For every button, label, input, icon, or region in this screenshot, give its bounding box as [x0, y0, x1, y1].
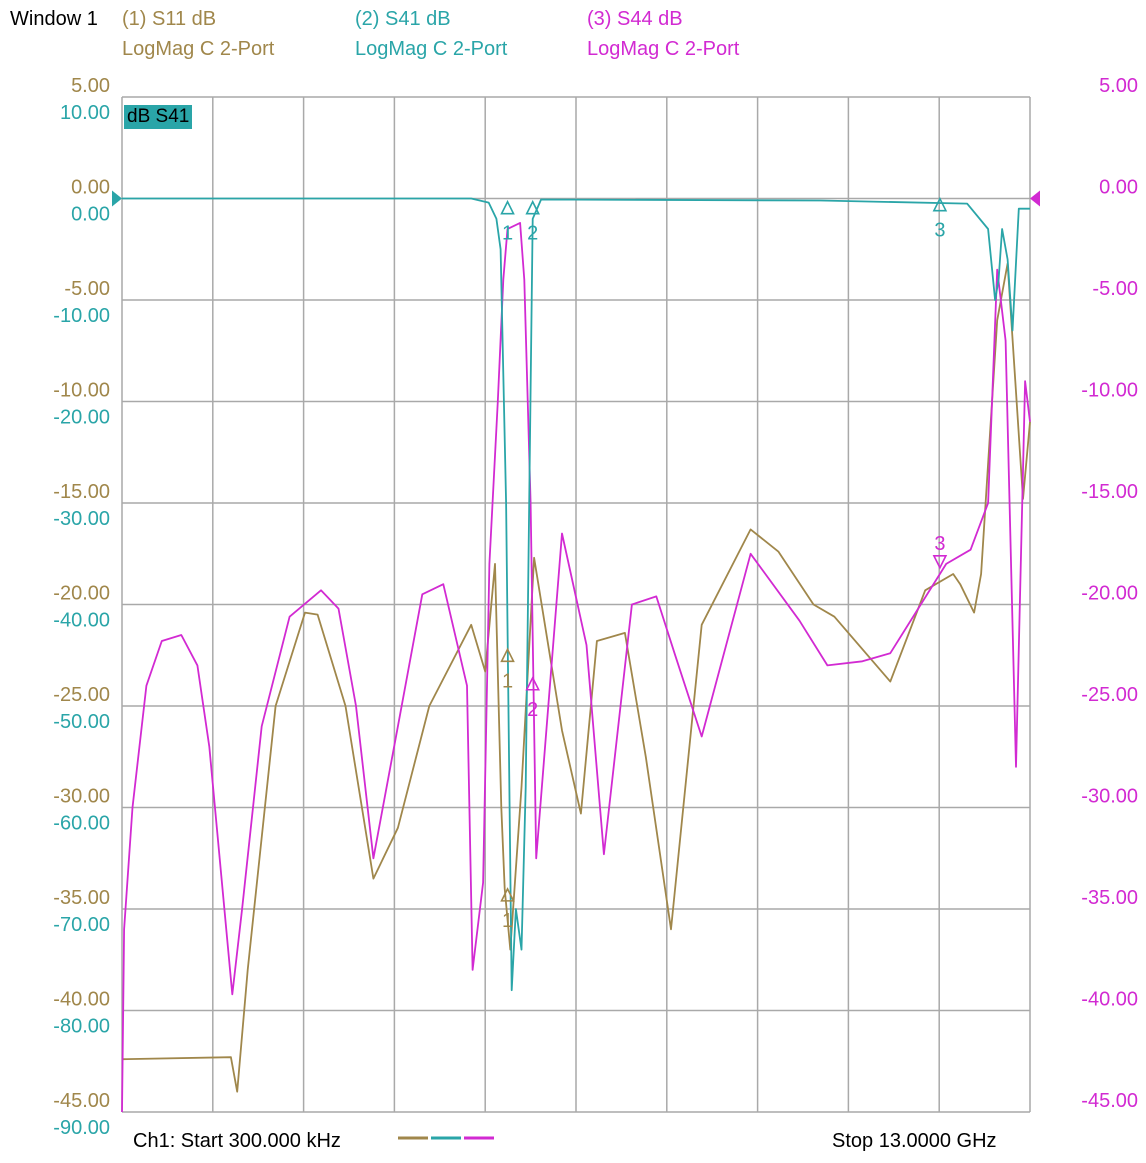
trace-3-label[interactable]: (3) S44 dB [587, 8, 683, 30]
y-tick-label-s11: -15.00 [53, 481, 110, 503]
y-tick-label-s44: -20.00 [1081, 583, 1138, 605]
y-tick-label-s44: -35.00 [1081, 887, 1138, 909]
marker-2-s44[interactable]: 2 [525, 675, 540, 721]
marker-1-s11[interactable]: 1 [500, 887, 515, 932]
marker-1-s11[interactable]: 1 [500, 647, 515, 692]
marker-2-s41[interactable]: 2 [525, 199, 540, 245]
sweep-start-label: Ch1: Start 300.000 kHz [133, 1130, 341, 1152]
y-tick-label-s41: -50.00 [53, 711, 110, 733]
y-tick-label-s41: 10.00 [60, 102, 110, 124]
y-tick-label-s44: -30.00 [1081, 786, 1138, 808]
window-title: Window 1 [10, 8, 98, 30]
marker-3-s44[interactable]: 3 [932, 533, 948, 570]
y-tick-label-s11: -25.00 [53, 684, 110, 706]
y-tick-label-s11: -40.00 [53, 989, 110, 1011]
trace-markers: 111 2 323 [500, 196, 948, 932]
trace-2-label[interactable]: (2) S41 dB [355, 8, 451, 30]
marker-label: 2 [527, 699, 538, 721]
y-tick-label-s41: -20.00 [53, 407, 110, 429]
trace-3-format: LogMag C 2-Port [587, 38, 740, 60]
marker-triangle [932, 196, 948, 212]
marker-triangle [525, 199, 540, 215]
y-tick-label-s41: -10.00 [53, 305, 110, 327]
y-tick-label-s11: -35.00 [53, 887, 110, 909]
trace-s44-line[interactable] [121, 221, 1031, 1113]
marker-label: 3 [934, 220, 945, 242]
y-tick-label-s44: -15.00 [1081, 481, 1138, 503]
trace-2-format: LogMag C 2-Port [355, 38, 508, 60]
marker-1-s41[interactable]: 1 [500, 199, 515, 245]
reference-arrow-right[interactable] [1030, 190, 1040, 207]
y-tick-label-s41: -30.00 [53, 508, 110, 530]
y-tick-label-s44: -25.00 [1081, 684, 1138, 706]
sweep-stop-label: Stop 13.0000 GHz [832, 1130, 997, 1152]
marker-triangle [932, 554, 948, 570]
axis-ticks: 5.00 0.00 -5.00 -10.00 -15.00 -20.00 -25.00 -30… [53, 75, 1138, 1139]
reference-arrow-left[interactable] [112, 190, 122, 207]
marker-triangle [525, 675, 540, 691]
y-tick-label-s41: -60.00 [53, 813, 110, 835]
marker-triangle [500, 647, 515, 663]
marker-label: 1 [502, 910, 513, 932]
active-trace-badge[interactable]: dB S41 [124, 105, 193, 129]
y-tick-label-s11: -5.00 [64, 278, 110, 300]
y-tick-label-s44: 0.00 [1099, 177, 1138, 199]
y-tick-label-s11: -10.00 [53, 380, 110, 402]
y-tick-label-s41: -40.00 [53, 610, 110, 632]
y-tick-label-s41: 0.00 [71, 204, 110, 226]
y-tick-label-s41: -90.00 [53, 1117, 110, 1139]
y-tick-label-s11: 5.00 [71, 75, 110, 97]
y-tick-label-s41: -80.00 [53, 1016, 110, 1038]
y-tick-label-s41: -70.00 [53, 914, 110, 936]
y-tick-label-s11: -20.00 [53, 583, 110, 605]
y-tick-label-s44: -5.00 [1092, 278, 1138, 300]
reference-arrows [112, 190, 1040, 207]
plot-grid [121, 96, 1031, 1113]
trace-1-label[interactable]: (1) S11 dB [122, 8, 217, 30]
marker-triangle [500, 887, 515, 902]
trace-s11-line[interactable] [121, 262, 1031, 1093]
marker-3-s41[interactable]: 3 [932, 196, 948, 242]
marker-triangle [500, 199, 515, 215]
y-tick-label-s44: -10.00 [1081, 380, 1138, 402]
y-tick-label-s44: 5.00 [1099, 75, 1138, 97]
trace-1-format: LogMag C 2-Port [122, 38, 275, 60]
marker-label: 3 [934, 533, 945, 555]
y-tick-label-s11: -30.00 [53, 786, 110, 808]
marker-label: 1 [502, 223, 513, 245]
marker-label: 1 [502, 670, 513, 692]
y-tick-label-s44: -40.00 [1081, 989, 1138, 1011]
y-tick-label-s44: -45.00 [1081, 1090, 1138, 1112]
marker-label: 2 [527, 223, 538, 245]
y-tick-label-s11: 0.00 [71, 177, 110, 199]
y-tick-label-s11: -45.00 [53, 1090, 110, 1112]
